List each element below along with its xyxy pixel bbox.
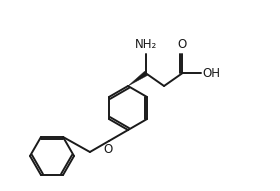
Text: O: O [178,38,187,51]
Text: O: O [103,143,113,156]
Text: OH: OH [203,67,221,80]
Text: NH₂: NH₂ [135,38,157,51]
Polygon shape [128,71,148,86]
